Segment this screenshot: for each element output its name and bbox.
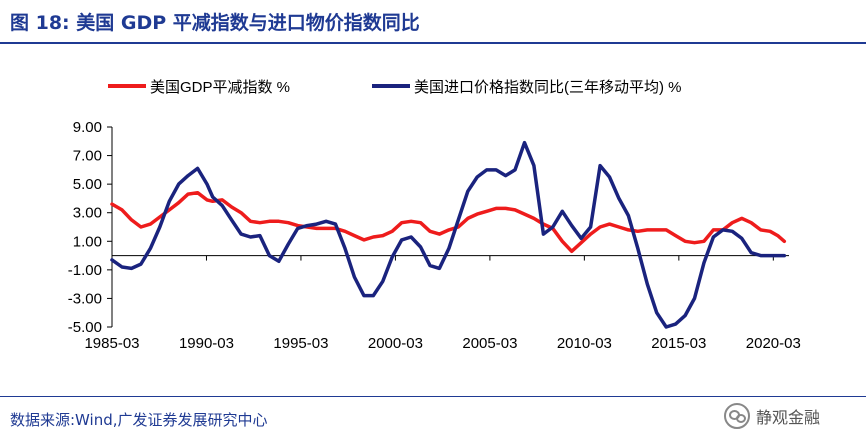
x-tick-label: 2010-03: [557, 335, 612, 352]
y-tick-label: -3.00: [68, 290, 102, 307]
y-tick-label: 7.00: [73, 148, 102, 165]
x-tick-label: 1995-03: [273, 335, 328, 352]
legend-label-import-price: 美国进口价格指数同比(三年移动平均) %: [414, 79, 682, 96]
wechat-icon: [724, 403, 750, 429]
series-line-import-price: [110, 140, 787, 329]
legend: 美国GDP平减指数 % 美国进口价格指数同比(三年移动平均) %: [108, 79, 682, 96]
x-tick-label: 2015-03: [651, 335, 706, 352]
legend-label-gdp-deflator: 美国GDP平减指数 %: [150, 79, 290, 96]
x-tick-label: 2020-03: [746, 335, 801, 352]
line-chart: 美国GDP平减指数 % 美国进口价格指数同比(三年移动平均) % 9.00 7.0…: [68, 79, 801, 352]
y-tick-label: 1.00: [73, 233, 102, 250]
watermark-text: 静观金融: [756, 408, 821, 427]
x-tick-label: 2000-03: [368, 335, 423, 352]
title-divider: [0, 42, 866, 44]
chart-title: 图 18: 美国 GDP 平减指数与进口物价指数同比: [10, 12, 420, 34]
y-tick-label: -1.00: [68, 262, 102, 279]
x-tick-label: 1985-03: [84, 335, 139, 352]
y-tick-label: -5.00: [68, 319, 102, 336]
series-line-gdp-deflator: [110, 190, 787, 254]
watermark: 静观金融: [724, 403, 820, 429]
x-tick-label: 1990-03: [179, 335, 234, 352]
source-note: 数据来源:Wind,广发证券发展研究中心: [10, 411, 268, 429]
x-tick-label: 2005-03: [462, 335, 517, 352]
series-group: [110, 140, 787, 329]
footer-divider: [0, 396, 866, 397]
y-tick-label: 9.00: [73, 119, 102, 136]
y-tick-label: 3.00: [73, 205, 102, 222]
y-tick-label: 5.00: [73, 176, 102, 193]
axes: 9.00 7.00 5.00 3.00 1.00 -1.00 -3.00 -5.001985-…: [68, 119, 801, 352]
